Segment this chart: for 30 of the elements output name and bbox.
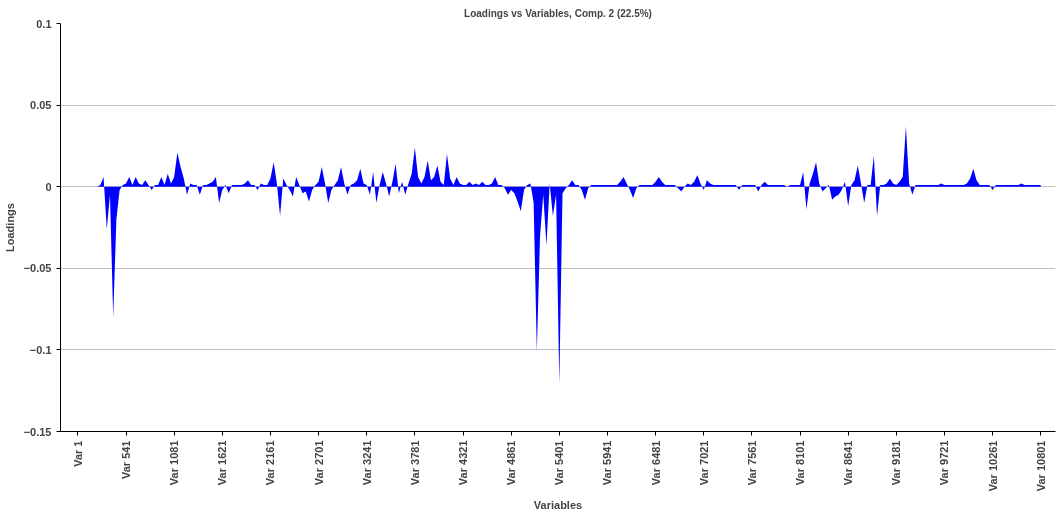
x-tick-label: Var 7021 [697,440,710,486]
x-tick-label: Var 2701 [312,440,325,486]
x-tick-label: Var 2161 [264,440,277,486]
x-tick-label: Var 5401 [553,440,566,486]
x-tick-label: Var 5941 [601,440,614,486]
x-tick-label: Var 10261 [986,440,999,492]
x-tick-label: Var 3781 [408,440,421,486]
y-axis-title: Loadings [3,203,16,252]
x-tick-label: Var 4321 [457,440,470,486]
y-tick-label: −0.15 [23,425,52,438]
chart-title: Loadings vs Variables, Comp. 2 (22.5%) [464,7,652,19]
x-tick-label: Var 8101 [794,440,807,486]
x-tick-label: Var 3241 [360,440,373,486]
y-tick-label: 0.1 [36,17,52,30]
x-tick-label: Var 10801 [1034,440,1047,492]
x-tick-label: Var 4861 [505,440,518,486]
x-tick-label: Var 7561 [745,440,758,486]
x-tick-label: Var 1081 [168,440,181,486]
x-axis-title: Variables [533,499,583,512]
y-tick-label: 0.05 [30,99,52,112]
x-tick-label: Var 6481 [649,440,662,486]
x-tick-label: Var 1 [71,440,84,467]
y-tick-label: −0.05 [23,262,52,275]
y-tick-label: 0 [45,180,52,193]
y-tick-label: −0.1 [29,343,52,356]
x-tick-label: Var 541 [120,440,133,480]
x-tick-label: Var 9181 [890,440,903,486]
x-tick-label: Var 1621 [216,440,229,486]
x-tick-label: Var 9721 [938,440,951,486]
x-tick-label: Var 8641 [842,440,855,486]
